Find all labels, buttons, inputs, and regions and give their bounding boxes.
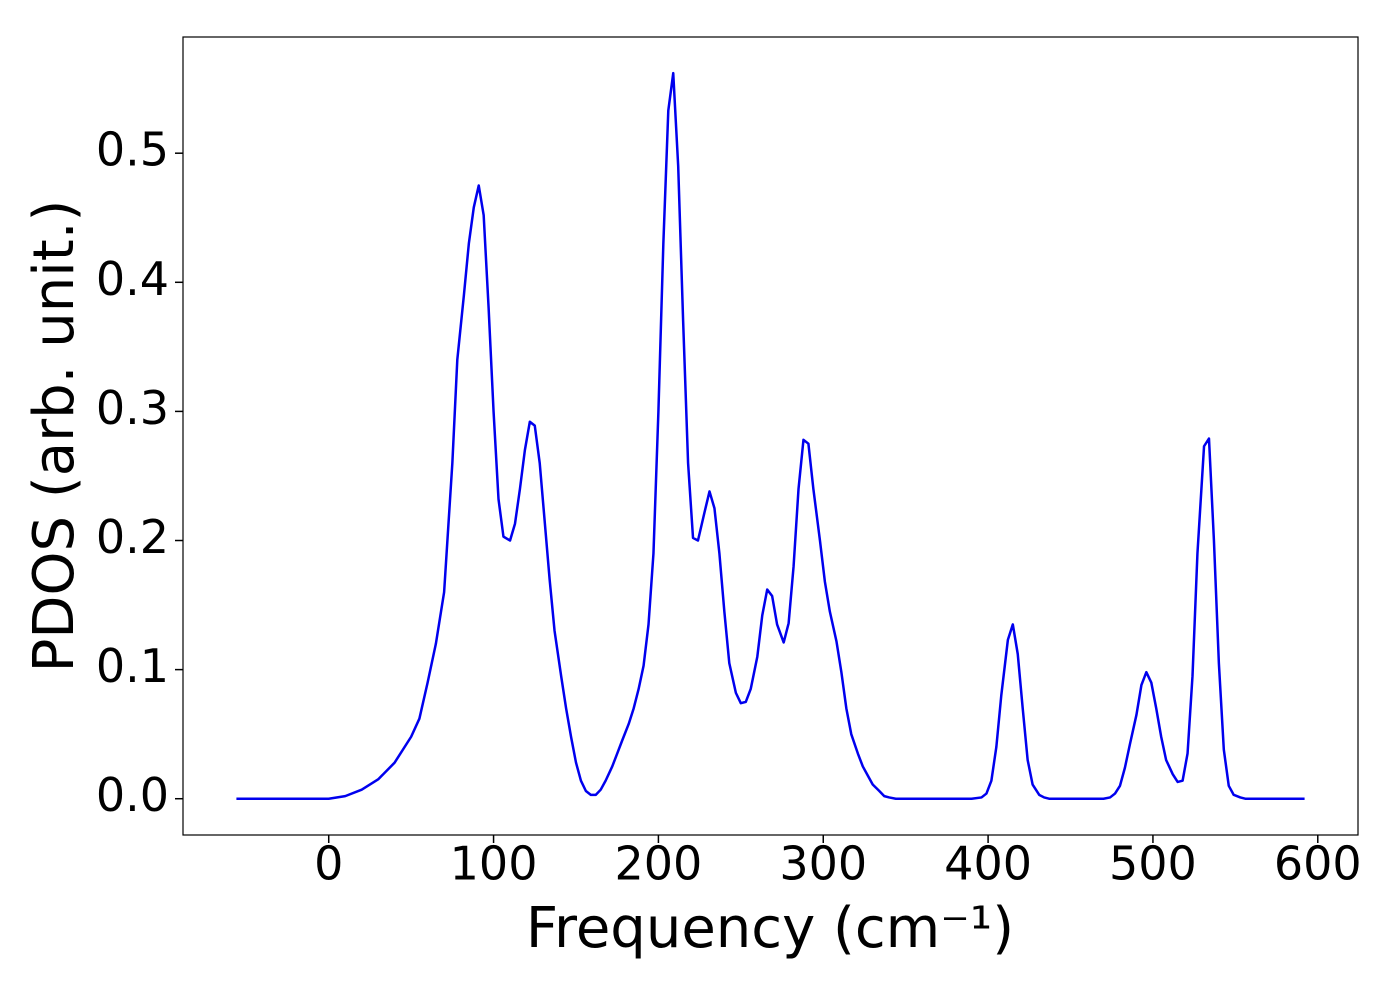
- x-tick-label: 0: [314, 837, 343, 891]
- y-axis-label: PDOS (arb. unit.): [22, 200, 87, 673]
- x-tick-label: 400: [944, 837, 1032, 891]
- y-tick-label: 0.3: [96, 381, 169, 435]
- y-tick-label: 0.0: [96, 768, 169, 822]
- y-tick-label: 0.1: [96, 639, 169, 693]
- y-tick-label: 0.2: [96, 510, 169, 564]
- line-series: [236, 71, 1305, 800]
- x-tick-label: 300: [779, 837, 867, 891]
- plot-frame: [182, 36, 1359, 836]
- x-tick-label: 600: [1274, 837, 1362, 891]
- y-tick-label: 0.5: [96, 123, 169, 177]
- x-tick-label: 500: [1109, 837, 1197, 891]
- x-tick-label: 200: [615, 837, 703, 891]
- y-tick-label: 0.4: [96, 252, 169, 306]
- x-tick-label: 100: [450, 837, 538, 891]
- x-axis-label: Frequency (cm⁻¹): [526, 896, 1014, 961]
